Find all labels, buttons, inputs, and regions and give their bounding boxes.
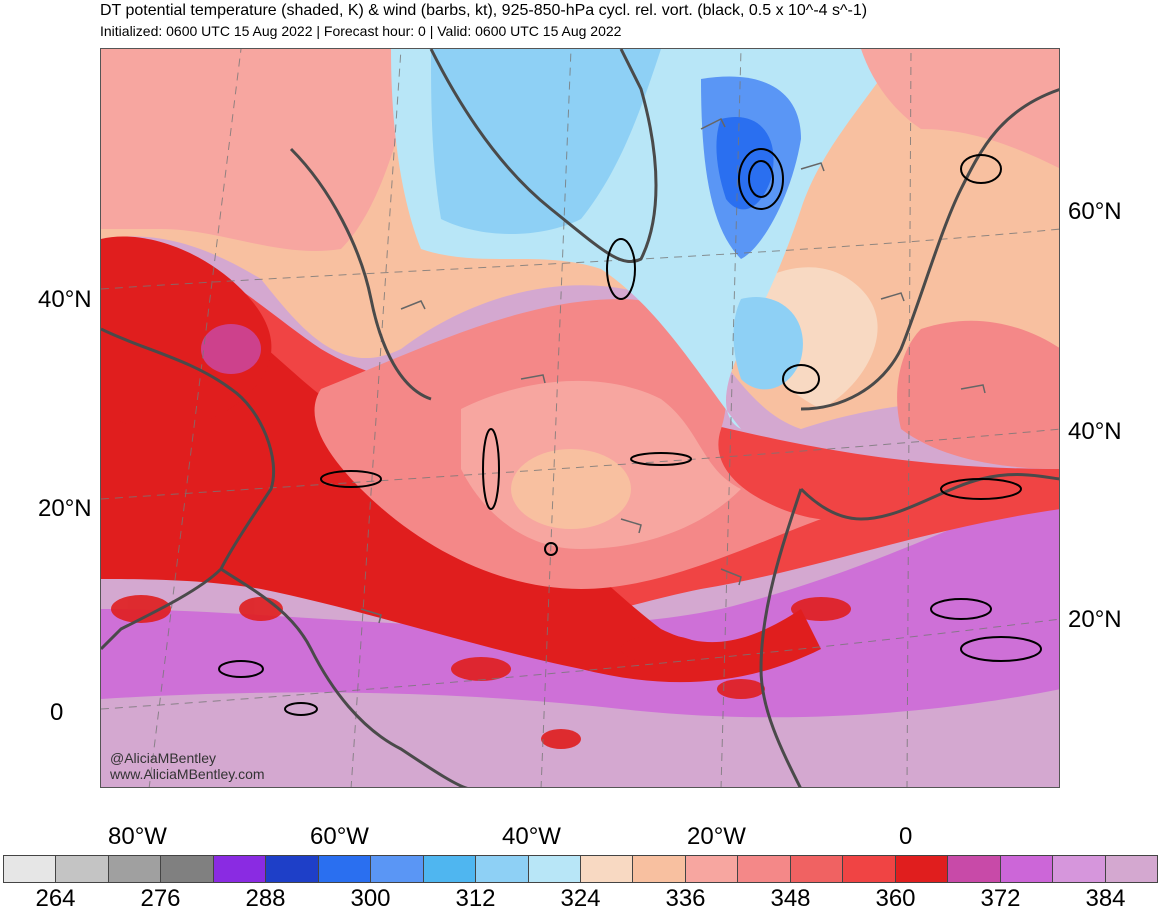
lat-label-left: 20°N (38, 495, 92, 522)
watermark-handle: @AliciaMBentley (110, 750, 217, 766)
colorbar-swatch (476, 856, 529, 882)
colorbar-swatch (108, 856, 162, 882)
colorbar-swatch (161, 856, 214, 882)
colorbar-swatch (895, 856, 949, 882)
watermark-url: www.AliciaMBentley.com (110, 766, 265, 782)
colorbar-label: 312 (455, 885, 496, 912)
colorbar-swatch (1000, 856, 1054, 882)
colorbar-swatch (1105, 856, 1157, 882)
lat-label-left: 0 (50, 699, 64, 726)
colorbar-swatch (1053, 856, 1106, 882)
colorbar-label: 264 (35, 885, 76, 912)
lat-label-left: 40°N (38, 286, 92, 313)
colorbar-swatch (580, 856, 634, 882)
colorbar-swatch (4, 856, 57, 882)
colorbar-swatch (423, 856, 477, 882)
colorbar-label: 276 (140, 885, 181, 912)
chart-title: DT potential temperature (shaded, K) & w… (100, 2, 868, 19)
colorbar-label: 372 (980, 885, 1021, 912)
colorbar-swatch (318, 856, 372, 882)
colorbar-label: 288 (245, 885, 286, 912)
colorbar-swatch (266, 856, 319, 882)
colorbar-label: 300 (350, 885, 391, 912)
colorbar-swatch (738, 856, 791, 882)
map-graphic (101, 49, 1059, 787)
lon-label: 60°W (310, 823, 369, 850)
colorbar-swatch (685, 856, 739, 882)
colorbar-swatch (56, 856, 109, 882)
colorbar (3, 855, 1158, 883)
colorbar-swatch (948, 856, 1001, 882)
colorbar-label: 336 (665, 885, 706, 912)
colorbar-swatch (790, 856, 844, 882)
lon-label: 40°W (502, 823, 561, 850)
colorbar-swatch (213, 856, 267, 882)
lon-label: 20°W (687, 823, 746, 850)
colorbar-label: 384 (1085, 885, 1126, 912)
lon-label: 0 (899, 823, 913, 850)
colorbar-swatch (633, 856, 686, 882)
colorbar-swatch (371, 856, 424, 882)
chart-subtitle: Initialized: 0600 UTC 15 Aug 2022 | Fore… (100, 23, 622, 39)
colorbar-label: 324 (560, 885, 601, 912)
lat-label-right: 40°N (1068, 418, 1122, 445)
colorbar-label: 360 (875, 885, 916, 912)
lat-label-right: 20°N (1068, 606, 1122, 633)
lon-label: 80°W (108, 823, 167, 850)
lat-label-right: 60°N (1068, 198, 1122, 225)
colorbar-swatch (843, 856, 896, 882)
map-panel (100, 48, 1060, 788)
colorbar-swatch (528, 856, 581, 882)
colorbar-label: 348 (770, 885, 811, 912)
watermark: @AliciaMBentley www.AliciaMBentley.com (110, 750, 265, 782)
